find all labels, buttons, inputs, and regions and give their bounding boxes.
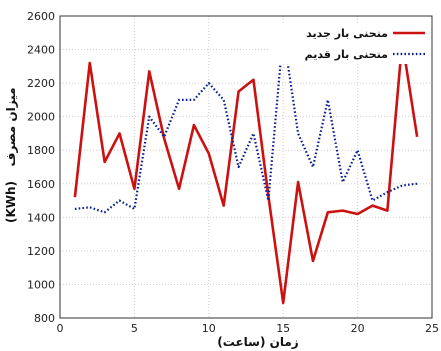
x-tick-label: 0: [57, 322, 64, 335]
x-tick-label: 25: [425, 322, 439, 335]
x-axis-label: زمان (ساعت): [217, 335, 299, 349]
series-line-old-load: [74, 31, 418, 214]
axis-ticks: 800 1000 1200 1400 1600 1800 2000 2200 2400 2600 0…: [27, 10, 439, 335]
y-tick-label: 2000: [27, 111, 55, 124]
y-axis-unit-label: (KWh): [4, 181, 18, 223]
y-tick-label: 1000: [27, 278, 55, 291]
legend-label-old-load: منحنی بار قدیم: [305, 48, 388, 61]
y-tick-label: 2400: [27, 44, 55, 57]
series-lines: [73, 31, 419, 305]
series-line-new-load: [73, 39, 419, 305]
plot-area-frame: [59, 15, 433, 319]
legend-box: [268, 24, 430, 64]
x-tick-label: 10: [202, 322, 216, 335]
x-tick-label: 20: [351, 322, 365, 335]
x-tick-label: 15: [276, 322, 290, 335]
x-tick-label: 5: [131, 322, 138, 335]
y-axis-label: میزان مصرف: [4, 88, 18, 167]
y-tick-label: 1200: [27, 245, 55, 258]
y-tick-label: 1800: [27, 144, 55, 157]
y-tick-label: 800: [34, 312, 55, 325]
y-tick-label: 2200: [27, 77, 55, 90]
legend-label-new-load: منحنی بار جدید: [306, 27, 388, 40]
legend: منحنی بار جدید منحنی بار قدیم: [268, 24, 430, 64]
y-tick-label: 1400: [27, 211, 55, 224]
y-tick-label: 2600: [27, 10, 55, 23]
y-tick-label: 1600: [27, 178, 55, 191]
